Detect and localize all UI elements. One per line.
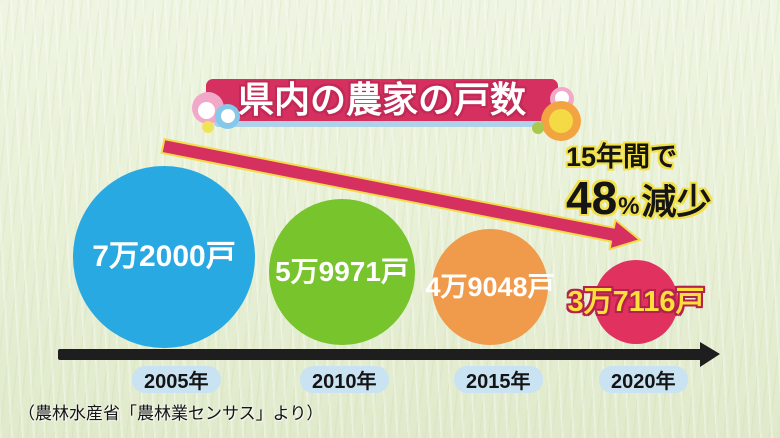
year-label-2005: 2005年 (132, 366, 221, 393)
bubble-2005: 7万2000戸 (73, 166, 255, 348)
page-title: 県内の農家の戸数 (237, 79, 526, 120)
bubble-2005-value: 7万2000戸 (92, 240, 236, 273)
title-banner-underline (214, 119, 560, 127)
decoration-circle-yellow-right (549, 109, 573, 133)
bubble-2020: 3万7116戸 (567, 260, 705, 344)
decline-annotation: 15年間で 48 % 減少 (566, 142, 712, 221)
decoration-circle-white-left-1 (198, 102, 215, 119)
annotation-period-text: 15年間で (566, 142, 678, 172)
bubble-2020-value: 3万7116戸 (567, 285, 705, 318)
bubble-2010-value: 5万9971戸 (275, 256, 409, 287)
timeline-axis-arrowhead-icon (700, 342, 720, 367)
decoration-circle-yellow-left (202, 121, 214, 133)
year-label-2010: 2010年 (300, 366, 389, 393)
decoration-circle-white-left-2 (221, 109, 235, 123)
year-label-2015: 2015年 (454, 366, 543, 393)
annotation-value: 48 (566, 171, 618, 224)
year-label-2020: 2020年 (599, 366, 688, 393)
bubble-2015-value: 4万9048戸 (425, 271, 555, 302)
bubble-2010: 5万9971戸 (269, 199, 415, 345)
source-caption: （農林水産省「農林業センサス」より） (18, 404, 324, 423)
annotation-value-line: 48 % 減少 (566, 175, 712, 221)
timeline-axis (58, 349, 703, 360)
decoration-circle-green-right (532, 122, 544, 134)
title-banner: 県内の農家の戸数 (206, 79, 558, 121)
annotation-percent-sign: % (618, 192, 640, 220)
annotation-suffix: 減少 (641, 182, 712, 222)
bubble-2015: 4万9048戸 (425, 229, 555, 345)
